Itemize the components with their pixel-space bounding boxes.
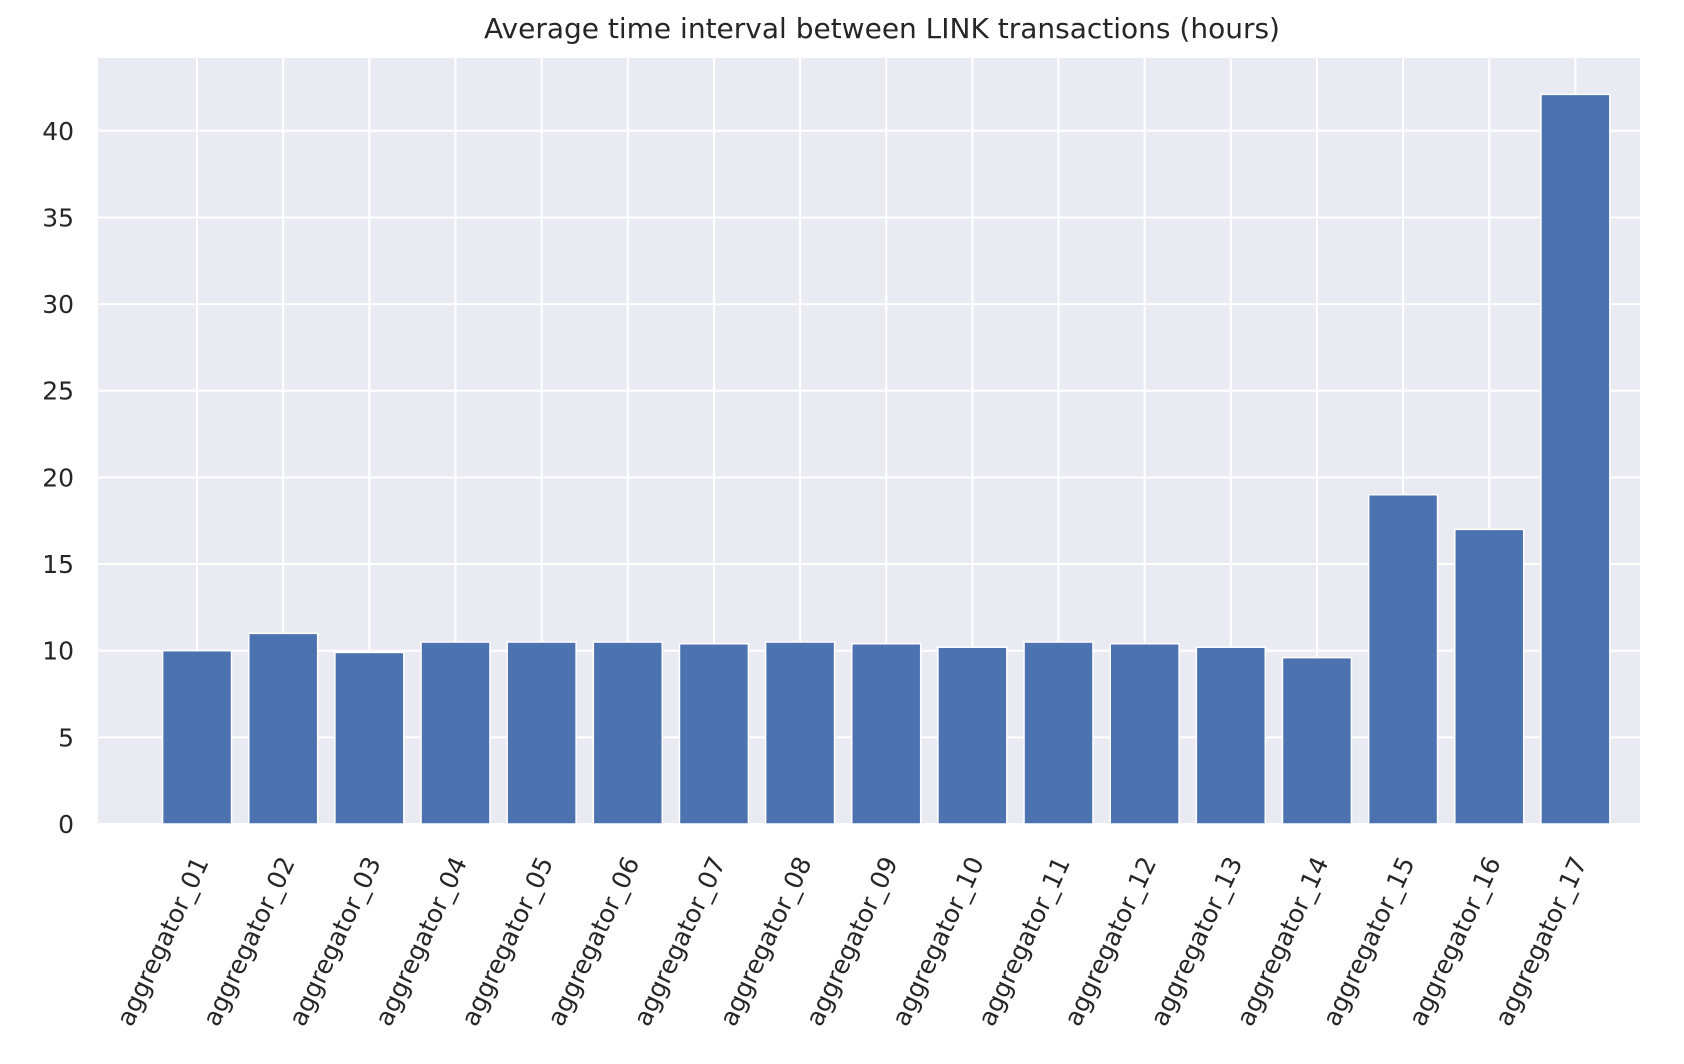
y-tick-label: 35 (42, 203, 74, 232)
bar-aggregator_02 (248, 632, 319, 825)
bar-aggregator_15 (1367, 493, 1439, 825)
bar-aggregator_07 (678, 643, 750, 825)
y-tick-label: 10 (42, 637, 74, 666)
y-tick-label: 30 (42, 290, 74, 319)
bar-aggregator_04 (420, 641, 491, 825)
bar-aggregator_08 (764, 641, 836, 825)
y-tick-label: 20 (42, 463, 74, 492)
bar-aggregator_03 (334, 651, 405, 825)
y-tick-label: 5 (58, 723, 74, 752)
y-tick-label: 15 (42, 550, 74, 579)
y-tick-label: 40 (42, 117, 74, 146)
chart-title: Average time interval between LINK trans… (484, 12, 1280, 45)
bar-aggregator_16 (1454, 528, 1525, 825)
bar-aggregator_05 (506, 641, 577, 825)
y-tick-label: 0 (58, 810, 74, 839)
bar-aggregator_09 (851, 643, 922, 825)
bar-aggregator_11 (1023, 641, 1094, 825)
bar-aggregator_14 (1281, 656, 1353, 825)
bar-aggregator_17 (1540, 93, 1611, 825)
y-tick-label: 25 (42, 377, 74, 406)
bar-aggregator_12 (1109, 643, 1180, 825)
bar-aggregator_06 (592, 641, 664, 825)
bar-aggregator_01 (161, 649, 233, 825)
bar-aggregator_13 (1195, 646, 1267, 825)
bar-aggregator_10 (937, 646, 1008, 825)
